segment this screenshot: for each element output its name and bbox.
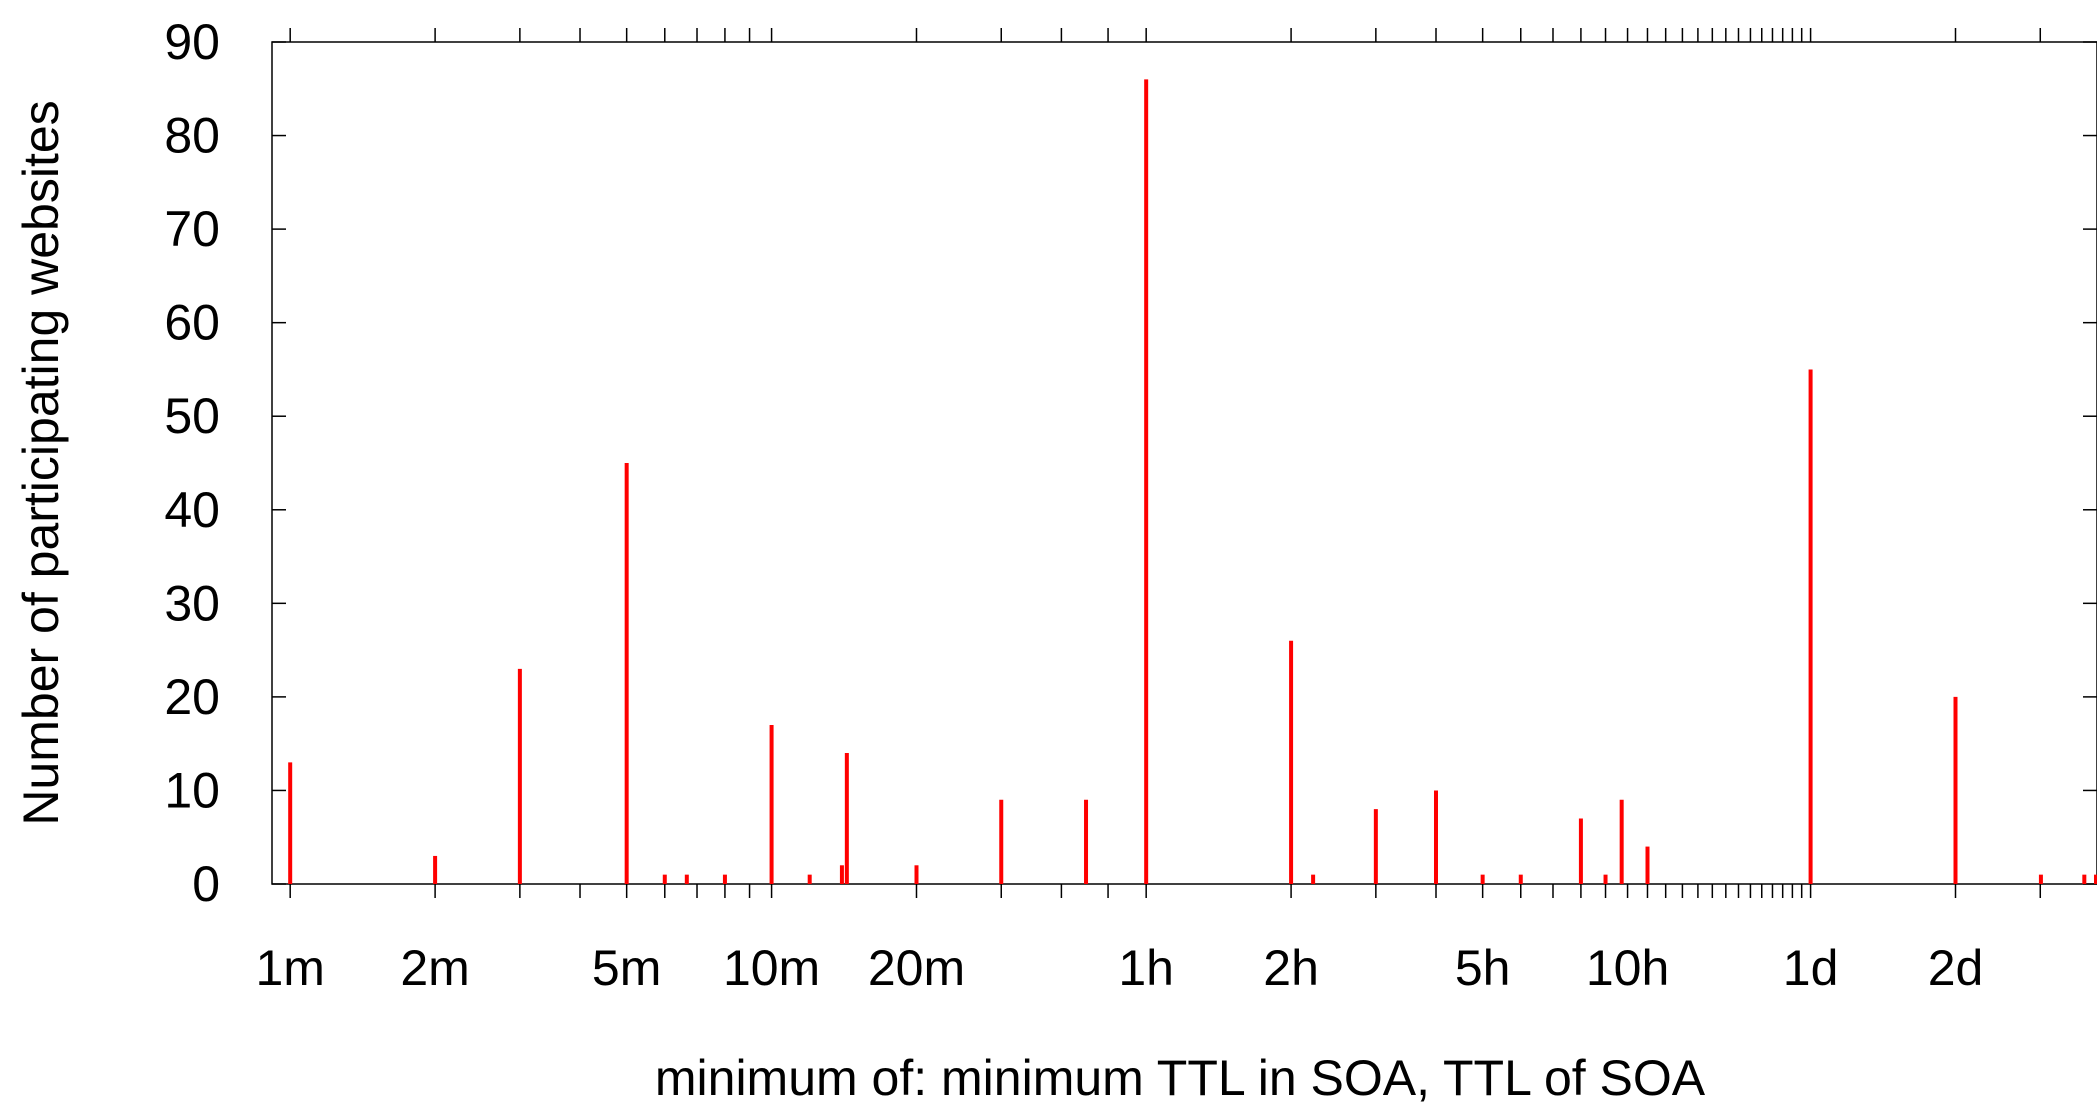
x-tick-label: 10h <box>1586 940 1669 996</box>
x-tick-label: 2d <box>1928 940 1984 996</box>
x-tick-label: 2h <box>1263 940 1319 996</box>
x-axis-title: minimum of: minimum TTL in SOA, TTL of S… <box>655 1050 1706 1106</box>
x-axis: 1m 2m 5m 10m 20m 1h 2h 5h 10h 1d 2d <box>255 28 2042 996</box>
y-tick-label: 20 <box>164 669 220 725</box>
plot-frame <box>271 41 2097 885</box>
y-tick-label: 40 <box>164 482 220 538</box>
x-tick-label: 5h <box>1455 940 1511 996</box>
y-tick-label: 30 <box>164 575 220 631</box>
y-tick-label: 50 <box>164 388 220 444</box>
y-tick-label: 70 <box>164 201 220 257</box>
x-tick-label: 10m <box>723 940 820 996</box>
y-tick-label: 0 <box>192 856 220 912</box>
x-tick-label: 20m <box>868 940 965 996</box>
y-axis-title: Number of participating websites <box>13 100 69 825</box>
y-tick-label: 60 <box>164 295 220 351</box>
x-tick-label: 1m <box>255 940 324 996</box>
x-tick-label: 1h <box>1118 940 1174 996</box>
x-tick-label: 1d <box>1783 940 1839 996</box>
y-tick-label: 10 <box>164 762 220 818</box>
y-tick-label: 90 <box>164 14 220 70</box>
y-tick-label: 80 <box>164 108 220 164</box>
x-tick-label: 5m <box>592 940 661 996</box>
x-tick-label: 2m <box>400 940 469 996</box>
y-axis: 0 10 20 30 40 50 60 70 80 90 <box>164 14 2097 912</box>
bars <box>288 79 2097 884</box>
